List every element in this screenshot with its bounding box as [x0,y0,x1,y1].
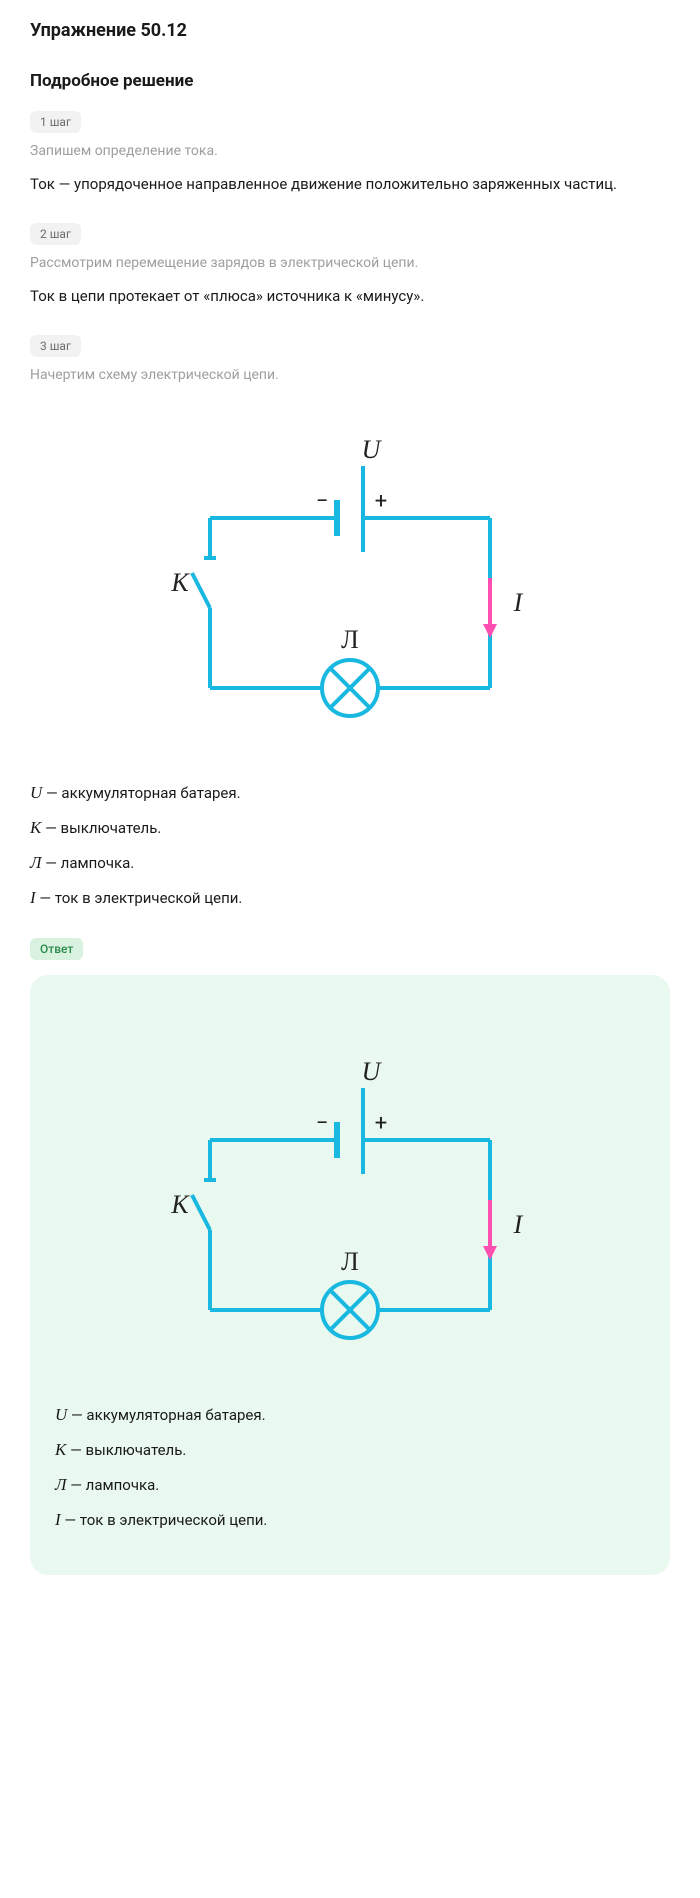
answer-badge: Ответ [30,938,83,960]
legend-item: Л — лампочка. [30,853,670,873]
svg-text:I: I [513,1210,524,1239]
circuit-svg: U − + K Л I [140,408,560,748]
circuit-svg: U − + K Л I [140,1030,560,1370]
legend-block: U — аккумуляторная батарея. K — выключат… [30,783,670,908]
svg-text:U: U [362,1057,383,1086]
exercise-title: Упражнение 50.12 [30,20,670,41]
legend-item: I — ток в электрической цепи. [30,888,670,908]
svg-text:Л: Л [341,1247,359,1276]
step-desc: Начертим схему электрической цепи. [30,367,670,383]
step-text: Ток в цепи протекает от «плюса» источник… [30,283,670,310]
legend-item: U — аккумуляторная батарея. [30,783,670,803]
step-badge: 2 шаг [30,223,81,245]
legend-item: K — выключатель. [30,818,670,838]
legend-item: U — аккумуляторная батарея. [55,1405,645,1425]
legend-item: Л — лампочка. [55,1475,645,1495]
legend-item: K — выключатель. [55,1440,645,1460]
svg-text:−: − [316,489,329,514]
step-badge: 3 шаг [30,335,81,357]
step-3: 3 шаг Начертим схему электрической цепи. [30,335,670,383]
svg-text:K: K [170,568,190,597]
svg-text:K: K [170,1190,190,1219]
svg-text:+: + [375,1111,387,1136]
step-text: Ток — упорядоченное направленное движени… [30,171,670,198]
step-desc: Рассмотрим перемещение зарядов в электри… [30,255,670,271]
step-badge: 1 шаг [30,111,81,133]
svg-text:Л: Л [341,625,359,654]
step-2: 2 шаг Рассмотрим перемещение зарядов в э… [30,223,670,310]
svg-text:−: − [316,1111,329,1136]
svg-text:U: U [362,435,383,464]
section-title: Подробное решение [30,71,670,91]
step-desc: Запишем определение тока. [30,143,670,159]
circuit-diagram-answer: U − + K Л I [55,1030,645,1370]
legend-item: I — ток в электрической цепи. [55,1510,645,1530]
svg-text:I: I [513,588,524,617]
answer-block: U − + K Л I U — аккумуляторная батарея. K — в… [30,975,670,1575]
step-1: 1 шаг Запишем определение тока. Ток — уп… [30,111,670,198]
circuit-diagram: U − + K Л I [30,408,670,748]
svg-text:+: + [375,489,387,514]
